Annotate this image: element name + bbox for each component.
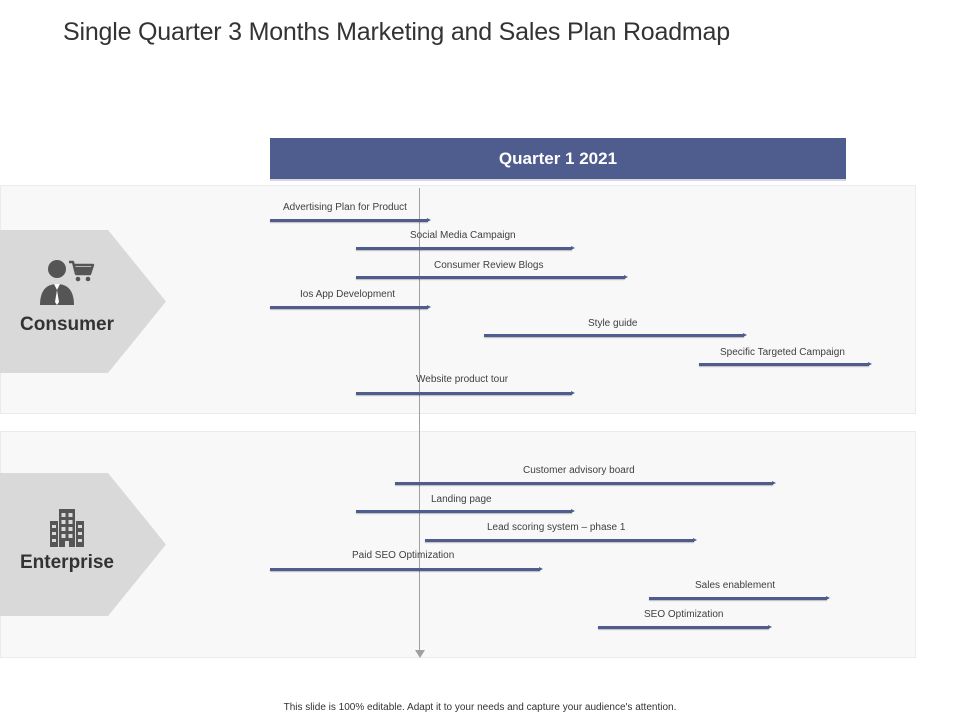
task-label: Landing page — [431, 494, 492, 505]
task-bar — [356, 509, 575, 513]
task-bar — [699, 362, 872, 366]
timeline-arrow-icon — [415, 650, 425, 658]
task-bar — [395, 481, 776, 485]
timeline-marker — [419, 188, 420, 652]
task-bar — [356, 275, 628, 279]
task-label: Consumer Review Blogs — [434, 260, 544, 271]
task-label: Website product tour — [416, 374, 509, 385]
task-bar — [484, 333, 747, 337]
task-bar — [356, 246, 575, 250]
task-bar — [356, 391, 575, 395]
task-bar — [649, 596, 830, 600]
task-label: Paid SEO Optimization — [352, 550, 455, 561]
task-label: Sales enablement — [695, 580, 776, 591]
task-bar — [598, 625, 772, 629]
task-label: Advertising Plan for Product — [283, 202, 407, 213]
task-bar — [270, 305, 431, 309]
task-label: Customer advisory board — [523, 465, 635, 476]
quarter-header-label: Quarter 1 2021 — [498, 148, 618, 168]
enterprise-label: Enterprise — [20, 552, 114, 573]
task-label: Specific Targeted Campaign — [720, 347, 845, 358]
task-label: Social Media Campaign — [410, 230, 516, 241]
task-label: SEO Optimization — [644, 609, 724, 620]
task-label: Style guide — [588, 318, 638, 329]
building-icon — [50, 509, 84, 547]
task-label: Lead scoring system – phase 1 — [487, 522, 626, 533]
task-bar — [425, 538, 697, 542]
task-label: Ios App Development — [300, 289, 396, 300]
footer-note: This slide is 100% editable. Adapt it to… — [283, 702, 677, 713]
consumer-label: Consumer — [20, 314, 114, 335]
task-bar — [270, 567, 543, 571]
task-bar — [270, 218, 431, 222]
quarter-header: Quarter 1 2021 — [270, 138, 846, 181]
page-title: Single Quarter 3 Months Marketing and Sa… — [63, 18, 730, 46]
consumer-cart-icon — [40, 260, 95, 305]
